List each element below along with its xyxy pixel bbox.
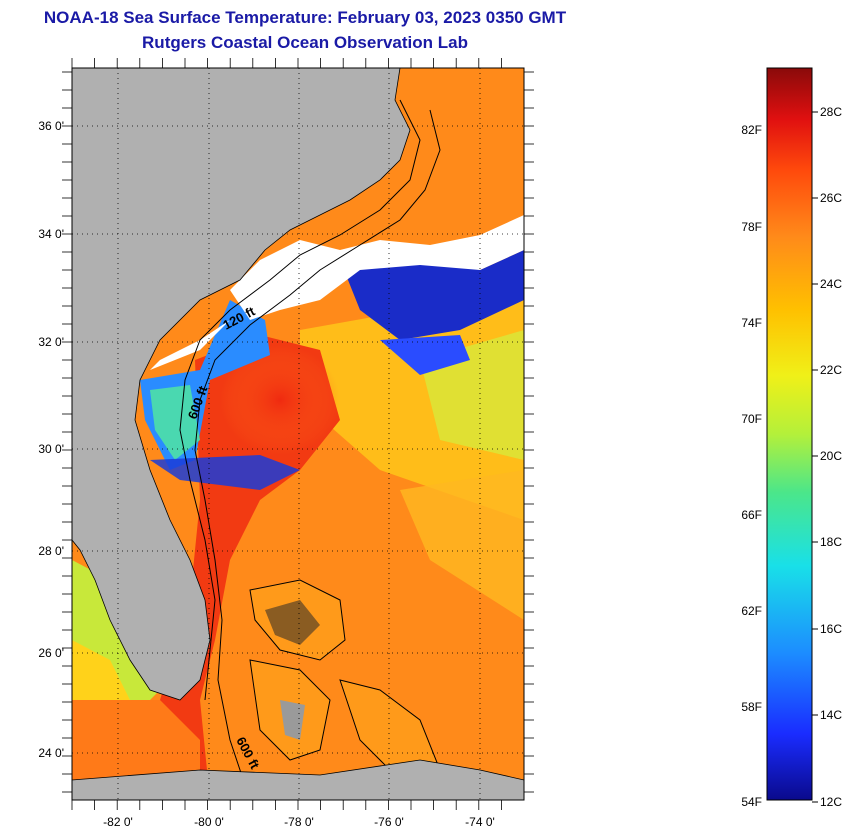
map-grid [72, 68, 524, 800]
lon-tick-label: -82 0' [103, 815, 133, 829]
cold-patch-north [340, 250, 524, 340]
map-axes: 36 0' 34 0' 32 0' 30 0' 28 0' 26 0' 24 0' -82 0… [38, 58, 534, 829]
lat-tick-label: 30 0' [38, 442, 64, 456]
lon-tick-label: -80 0' [194, 815, 224, 829]
warm-eddy [220, 345, 340, 455]
lat-tick-label: 26 0' [38, 646, 64, 660]
lon-tick-label: -78 0' [284, 815, 314, 829]
colorbar-f-label: 78F [741, 220, 762, 234]
colorbar-f-label: 58F [741, 700, 762, 714]
colorbar-c-label: 14C [820, 708, 842, 722]
lon-tick-label: -74 0' [465, 815, 495, 829]
colorbar [766, 67, 813, 801]
colorbar-f-label: 54F [741, 795, 762, 809]
lat-tick-label: 32 0' [38, 335, 64, 349]
map-title: NOAA-18 Sea Surface Temperature: Februar… [43, 8, 567, 27]
colorbar-c-label: 12C [820, 795, 842, 809]
shelf-water-green [150, 385, 200, 460]
colorbar-labels: 82F 78F 74F 70F 66F 62F 58F 54F 28C 26C 24C 22C 20C 1… [741, 105, 842, 809]
lat-tick-label: 28 0' [38, 544, 64, 558]
colorbar-f-label: 70F [741, 412, 762, 426]
colorbar-c-label: 22C [820, 363, 842, 377]
colorbar-f-label: 62F [741, 604, 762, 618]
colorbar-c-label: 28C [820, 105, 842, 119]
cloud-cover [230, 215, 524, 320]
sst-map [72, 68, 524, 800]
colorbar-c-label: 18C [820, 535, 842, 549]
cloud-cover-coast [150, 320, 230, 370]
colorbar-f-label: 82F [741, 123, 762, 137]
contour-120ft [179, 99, 421, 701]
contour-600ft [194, 109, 441, 800]
colorbar-c-label: 20C [820, 449, 842, 463]
lat-tick-label: 34 0' [38, 227, 64, 241]
colorbar-f-label: 66F [741, 508, 762, 522]
land-cuba [72, 759, 524, 800]
colorbar-c-label: 16C [820, 622, 842, 636]
colorbar-c-label: 24C [820, 277, 842, 291]
cold-patch-mid [380, 335, 470, 375]
map-subtitle: Rutgers Coastal Ocean Observation Lab [142, 33, 468, 52]
bahama-island-south [280, 700, 305, 740]
colorbar-f-label: 74F [741, 316, 762, 330]
cold-band [150, 455, 300, 490]
colorbar-c-label: 26C [820, 191, 842, 205]
bahama-island-north [265, 600, 320, 645]
lon-tick-label: -76 0' [374, 815, 404, 829]
lat-tick-label: 36 0' [38, 119, 64, 133]
sst-region-yellow-e [400, 470, 524, 620]
lat-tick-label: 24 0' [38, 746, 64, 760]
land-southeast-us [72, 68, 411, 701]
